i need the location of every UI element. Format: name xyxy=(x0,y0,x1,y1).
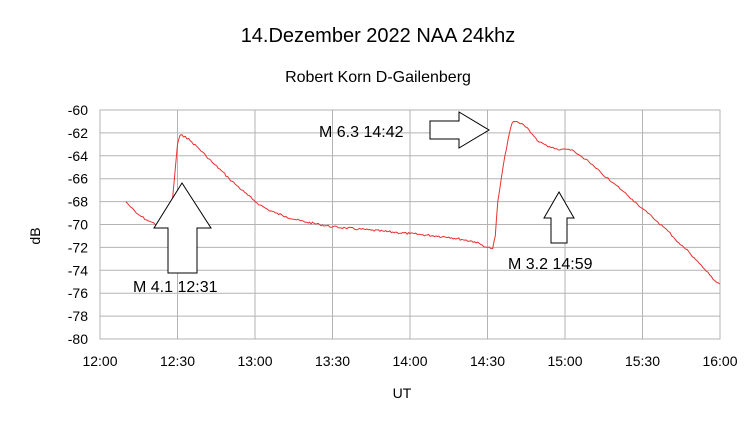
up-arrow-icon xyxy=(153,182,212,274)
annotation-m63: M 6.3 14:42 xyxy=(319,124,404,141)
series-line xyxy=(125,120,721,285)
y-tick-label: -80 xyxy=(68,331,88,347)
y-tick-label: -62 xyxy=(68,125,88,141)
x-tick-label: 12:30 xyxy=(160,353,195,369)
x-tick-label: 14:30 xyxy=(470,353,505,369)
y-tick-label: -72 xyxy=(68,239,88,255)
y-tick-label: -78 xyxy=(68,308,88,324)
y-tick-label: -76 xyxy=(68,285,88,301)
x-tick-label: 15:30 xyxy=(625,353,660,369)
x-tick-label: 16:00 xyxy=(702,353,737,369)
x-tick-label: 12:00 xyxy=(82,353,117,369)
plot-area-border xyxy=(99,109,721,340)
chart-title: 14.Dezember 2022 NAA 24khz xyxy=(241,25,516,47)
annotations: M 4.1 12:31 M 6.3 14:42 M 3.2 14:59 xyxy=(133,111,593,296)
y-axis-label: dB xyxy=(27,227,43,244)
y-tick-label: -60 xyxy=(68,102,88,118)
y-tick-label: -66 xyxy=(68,171,88,187)
series-layer xyxy=(125,120,721,285)
y-tick-labels: -60 -62 -64 -66 -68 -70 -72 -74 -76 -78 -80 xyxy=(68,102,88,347)
x-tick-label: 13:30 xyxy=(315,353,350,369)
y-tick-label: -70 xyxy=(68,217,88,233)
x-tick-label: 14:00 xyxy=(392,353,427,369)
annotation-m32: M 3.2 14:59 xyxy=(508,256,593,273)
annotation-m41: M 4.1 12:31 xyxy=(133,279,218,296)
y-tick-label: -64 xyxy=(68,148,88,164)
x-tick-labels: 12:00 12:30 13:00 13:30 14:00 14:30 15:00 15:30… xyxy=(82,353,737,369)
y-tick-label: -74 xyxy=(68,262,88,278)
y-tick-label: -68 xyxy=(68,194,88,210)
up-arrow-icon xyxy=(543,190,575,244)
x-tick-label: 15:00 xyxy=(547,353,582,369)
x-axis-label: UT xyxy=(393,385,412,401)
chart-subtitle: Robert Korn D-Gailenberg xyxy=(285,69,471,86)
x-tick-label: 13:00 xyxy=(237,353,272,369)
right-arrow-icon xyxy=(429,111,490,149)
